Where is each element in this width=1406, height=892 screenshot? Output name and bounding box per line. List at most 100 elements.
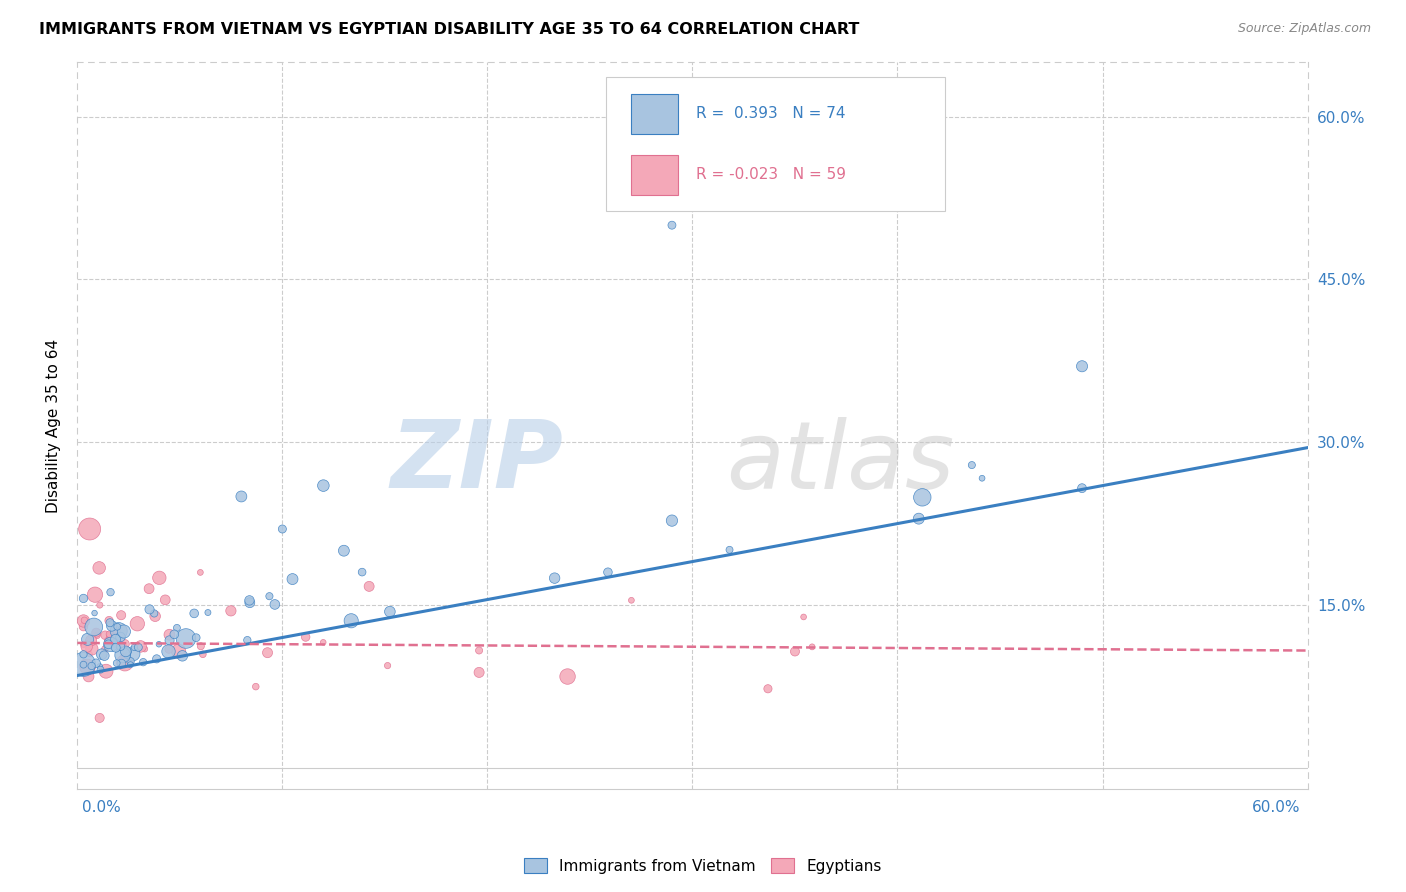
Point	[256, 646, 278, 660]
Point	[620, 593, 643, 607]
Text: Source: ZipAtlas.com: Source: ZipAtlas.com	[1237, 22, 1371, 36]
Point	[79, 522, 101, 536]
Point	[148, 571, 170, 585]
Point	[239, 596, 262, 610]
Point	[1071, 359, 1094, 374]
Text: IMMIGRANTS FROM VIETNAM VS EGYPTIAN DISABILITY AGE 35 TO 64 CORRELATION CHART: IMMIGRANTS FROM VIETNAM VS EGYPTIAN DISA…	[39, 22, 859, 37]
Point	[596, 565, 619, 579]
Point	[352, 565, 374, 579]
Text: R =  0.393   N = 74: R = 0.393 N = 74	[696, 106, 845, 121]
Point	[89, 598, 111, 612]
Point	[543, 571, 565, 585]
Point	[756, 681, 779, 696]
Point	[468, 665, 491, 680]
Point	[89, 711, 111, 725]
Point	[911, 491, 934, 505]
Point	[219, 604, 242, 618]
Point	[105, 624, 128, 638]
Point	[98, 627, 121, 641]
Point	[340, 614, 363, 628]
Point	[73, 613, 96, 627]
Point	[138, 582, 160, 596]
Point	[93, 648, 115, 663]
Text: R = -0.023   N = 59: R = -0.023 N = 59	[696, 168, 846, 182]
Point	[557, 669, 579, 683]
Point	[100, 630, 122, 644]
Point	[89, 561, 111, 575]
Point	[114, 644, 136, 658]
Point	[259, 589, 281, 603]
Point	[188, 566, 212, 580]
Point	[271, 522, 294, 536]
Point	[138, 602, 160, 616]
Point	[115, 648, 138, 663]
Point	[197, 606, 219, 620]
Point	[110, 630, 132, 644]
Point	[98, 614, 121, 628]
Point	[468, 643, 491, 657]
Point	[167, 644, 190, 658]
Point	[231, 490, 253, 504]
Text: 60.0%: 60.0%	[1253, 800, 1301, 814]
Point	[1071, 481, 1094, 495]
Point	[159, 628, 181, 642]
Point	[72, 591, 94, 606]
Point	[148, 637, 170, 651]
Point	[110, 608, 132, 623]
Point	[94, 628, 117, 642]
Point	[77, 669, 100, 683]
Point	[100, 585, 122, 599]
Point	[110, 640, 132, 654]
Point	[98, 615, 121, 630]
Point	[190, 639, 212, 653]
Point	[970, 471, 993, 485]
Point	[84, 625, 107, 640]
Point	[112, 624, 135, 639]
FancyBboxPatch shape	[606, 77, 945, 211]
Point	[236, 633, 259, 648]
Point	[86, 628, 108, 642]
Point	[191, 647, 214, 661]
Point	[94, 664, 117, 678]
Point	[72, 657, 94, 672]
Point	[104, 635, 127, 649]
Point	[783, 644, 806, 658]
Point	[72, 657, 94, 672]
Point	[157, 644, 180, 658]
Point	[312, 635, 335, 649]
Point	[172, 648, 194, 663]
Point	[120, 657, 142, 672]
Point	[112, 649, 135, 664]
Text: atlas: atlas	[725, 417, 955, 508]
Point	[90, 647, 112, 661]
Point	[79, 647, 101, 661]
Point	[155, 592, 177, 607]
Point	[661, 514, 683, 528]
Point	[127, 640, 149, 655]
Text: ZIP: ZIP	[391, 417, 564, 508]
Point	[105, 656, 128, 670]
Point	[134, 642, 156, 657]
Point	[333, 543, 356, 558]
Point	[97, 637, 120, 651]
Point	[801, 640, 824, 654]
Point	[124, 640, 146, 655]
Point	[312, 478, 335, 492]
Point	[100, 637, 122, 651]
Point	[143, 609, 166, 624]
Point	[238, 593, 260, 607]
Point	[793, 610, 815, 624]
Point	[80, 641, 103, 656]
Point	[89, 663, 111, 677]
Point	[157, 642, 180, 657]
Point	[114, 637, 136, 651]
Point	[84, 588, 107, 602]
Point	[907, 511, 929, 525]
Legend: Immigrants from Vietnam, Egyptians: Immigrants from Vietnam, Egyptians	[519, 852, 887, 880]
Point	[80, 633, 103, 648]
Point	[145, 652, 167, 666]
Point	[72, 619, 94, 633]
Point	[76, 660, 98, 674]
Point	[129, 640, 152, 654]
Point	[377, 658, 399, 673]
